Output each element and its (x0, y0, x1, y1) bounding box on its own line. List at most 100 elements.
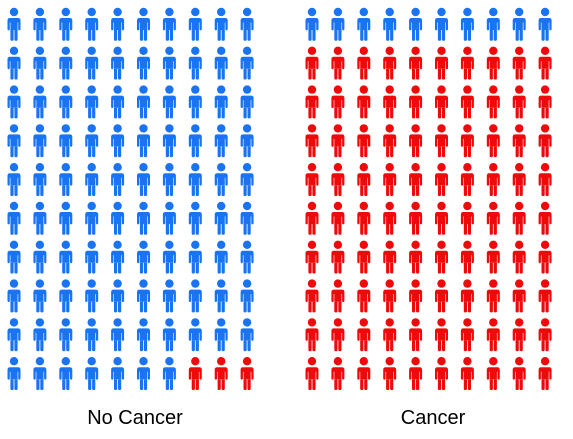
person-icon (460, 163, 474, 196)
person-icon (486, 124, 500, 158)
cancer-label: Cancer (400, 407, 466, 429)
person-icon (214, 201, 228, 235)
person-icon (357, 85, 371, 119)
person-icon (188, 357, 202, 390)
person-icon (137, 318, 150, 352)
person-icon (33, 240, 47, 274)
person-icon (162, 240, 176, 274)
person-icon (409, 7, 423, 41)
person-icon (383, 357, 397, 390)
person-icon (512, 279, 526, 313)
person-icon (7, 124, 21, 158)
person-icon (409, 46, 423, 80)
person-icon (409, 240, 423, 274)
person-icon (331, 240, 345, 274)
person-icon (33, 201, 47, 235)
person-icon (538, 318, 552, 352)
person-icon (460, 85, 474, 119)
person-icon (538, 85, 552, 119)
person-icon (538, 7, 552, 41)
person-icon (7, 318, 21, 352)
person-icon (111, 7, 125, 41)
person-icon (383, 201, 397, 235)
person-icon (33, 124, 47, 158)
person-icon (460, 240, 474, 274)
person-icon (240, 240, 254, 274)
person-icon (435, 46, 448, 80)
person-icon (409, 124, 423, 158)
person-icon (486, 7, 500, 41)
person-icon (137, 279, 150, 313)
person-icon (435, 279, 448, 313)
person-icon (33, 279, 47, 313)
person-icon (137, 357, 150, 390)
person-icon (162, 357, 176, 390)
person-icon (305, 201, 319, 235)
person-icon (305, 279, 319, 313)
person-icon (486, 46, 500, 80)
person-icon (305, 357, 319, 390)
person-icon (59, 279, 73, 313)
person-icon (357, 46, 371, 80)
person-icon (305, 318, 319, 352)
person-icon (33, 357, 47, 390)
person-icon (85, 46, 99, 80)
person-icon (188, 318, 202, 352)
person-icon (7, 357, 21, 390)
person-icon (331, 85, 345, 119)
person-icon (331, 357, 345, 390)
person-icon (137, 85, 150, 119)
person-icon (162, 85, 176, 119)
person-icon (512, 85, 526, 119)
person-icon (305, 240, 319, 274)
person-icon (305, 163, 319, 196)
person-icon (486, 163, 500, 196)
person-icon (85, 124, 99, 158)
person-icon (111, 279, 125, 313)
person-icon (214, 279, 228, 313)
person-icon (111, 163, 125, 196)
person-icon (538, 201, 552, 235)
person-icon (357, 279, 371, 313)
person-icon (512, 46, 526, 80)
person-icon (188, 163, 202, 196)
person-icon (85, 201, 99, 235)
person-icon (111, 201, 125, 235)
person-icon (538, 279, 552, 313)
person-icon (214, 85, 228, 119)
person-icon (435, 7, 448, 41)
person-icon (331, 201, 345, 235)
person-icon (435, 240, 448, 274)
person-icon (137, 124, 150, 158)
person-icon (111, 318, 125, 352)
person-icon (85, 318, 99, 352)
person-icon (59, 85, 73, 119)
person-icon (162, 7, 176, 41)
person-icon (162, 279, 176, 313)
person-icon (409, 163, 423, 196)
person-icon (486, 85, 500, 119)
person-icon (33, 318, 47, 352)
person-icon (460, 46, 474, 80)
person-icon (383, 318, 397, 352)
person-icon (512, 163, 526, 196)
person-icon (7, 7, 21, 41)
person-icon (240, 163, 254, 196)
person-icon (240, 357, 254, 390)
person-icon (188, 85, 202, 119)
person-icon (331, 46, 345, 80)
person-icon (7, 85, 21, 119)
person-icon (162, 46, 176, 80)
person-icon (59, 124, 73, 158)
person-icon (214, 318, 228, 352)
no-cancer-pictogram (7, 7, 254, 390)
person-icon (383, 85, 397, 119)
person-icon (305, 85, 319, 119)
person-icon (188, 124, 202, 158)
person-icon (357, 7, 371, 41)
person-icon (111, 124, 125, 158)
person-icon (137, 46, 150, 80)
person-icon (214, 357, 228, 390)
person-icon (59, 7, 73, 41)
person-icon (111, 240, 125, 274)
